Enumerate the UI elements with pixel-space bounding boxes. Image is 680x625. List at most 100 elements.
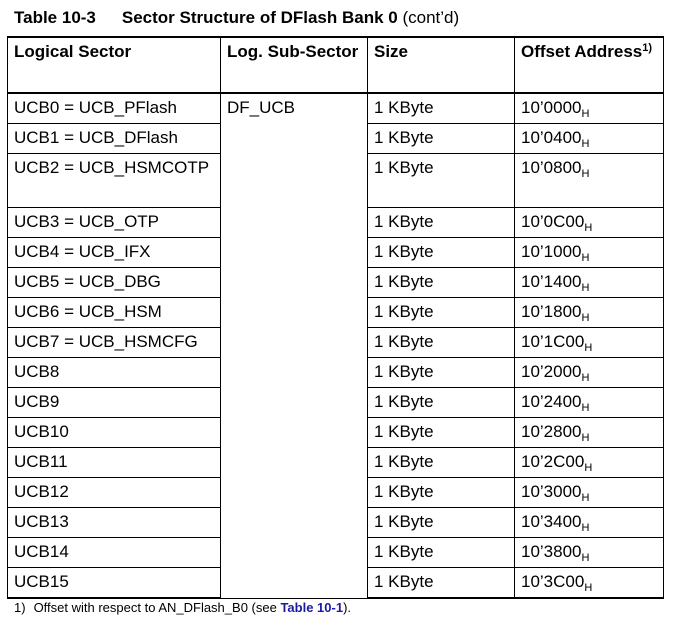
table-row: UCB7 = UCB_HSMCFG 1 KByte 10’1C00H: [7, 327, 664, 358]
offset-value: 10’0800: [521, 158, 582, 177]
offset-value: 10’1400: [521, 272, 582, 291]
cell-size: 1 KByte: [367, 507, 515, 538]
cell-offset-address: 10’0000H: [514, 92, 664, 124]
cell-size: 1 KByte: [367, 297, 515, 328]
footnote: 1) Offset with respect to AN_DFlash_B0 (s…: [14, 600, 351, 615]
cell-offset-address: 10’1800H: [514, 297, 664, 328]
cell-offset-address: 10’0400H: [514, 123, 664, 154]
table-row: UCB14 1 KByte 10’3800H: [7, 537, 664, 568]
cell-logical-sector: UCB11: [7, 447, 221, 478]
table-row: UCB3 = UCB_OTP 1 KByte 10’0C00H: [7, 207, 664, 238]
offset-value: 10’3000: [521, 482, 582, 501]
cell-size: 1 KByte: [367, 267, 515, 298]
hex-suffix: H: [581, 282, 590, 294]
table-body: UCB0 = UCB_PFlash DF_UCB 1 KByte 10’0000H UC…: [7, 92, 664, 599]
header-logical-sector: Logical Sector: [7, 36, 221, 94]
cell-offset-address: 10’2400H: [514, 387, 664, 418]
cell-offset-address: 10’2C00H: [514, 447, 664, 478]
cell-offset-address: 10’1C00H: [514, 327, 664, 358]
table-row: UCB4 = UCB_IFX 1 KByte 10’1000H: [7, 237, 664, 268]
cell-offset-address: 10’0C00H: [514, 207, 664, 238]
table-row: UCB9 1 KByte 10’2400H: [7, 387, 664, 418]
cell-sub-sector: DF_UCB: [220, 92, 368, 599]
cell-offset-address: 10’3400H: [514, 507, 664, 538]
cell-offset-address: 10’3000H: [514, 477, 664, 508]
header-footnote-ref: 1): [642, 42, 653, 54]
hex-suffix: H: [584, 582, 593, 594]
cell-size: 1 KByte: [367, 387, 515, 418]
table-header-row: Logical Sector Log. Sub-Sector Size Offs…: [7, 36, 664, 94]
cell-size: 1 KByte: [367, 153, 515, 208]
cell-offset-address: 10’3C00H: [514, 567, 664, 599]
offset-value: 10’1800: [521, 302, 582, 321]
table-row: UCB6 = UCB_HSM 1 KByte 10’1800H: [7, 297, 664, 328]
offset-value: 10’0000: [521, 98, 582, 117]
table-caption: Table 10-3 Sector Structure of DFlash Ban…: [14, 8, 459, 28]
cell-size: 1 KByte: [367, 447, 515, 478]
hex-suffix: H: [581, 372, 590, 384]
footnote-table-link[interactable]: Table 10-1: [280, 600, 344, 615]
table-row: UCB0 = UCB_PFlash DF_UCB 1 KByte 10’0000H: [7, 92, 664, 599]
cell-size: 1 KByte: [367, 417, 515, 448]
footnote-marker: 1): [14, 600, 26, 615]
cell-logical-sector: UCB15: [7, 567, 221, 599]
cell-size: 1 KByte: [367, 537, 515, 568]
offset-value: 10’0400: [521, 128, 582, 147]
hex-suffix: H: [581, 552, 590, 564]
table-row: UCB2 = UCB_HSMCOTP 1 KByte 10’0800H: [7, 153, 664, 208]
offset-value: 10’3400: [521, 512, 582, 531]
cell-size: 1 KByte: [367, 327, 515, 358]
table-row: UCB1 = UCB_DFlash 1 KByte 10’0400H: [7, 123, 664, 154]
cell-offset-address: 10’1400H: [514, 267, 664, 298]
cell-offset-address: 10’0800H: [514, 153, 664, 208]
offset-value: 10’3800: [521, 542, 582, 561]
table-row: UCB5 = UCB_DBG 1 KByte 10’1400H: [7, 267, 664, 298]
offset-value: 10’2800: [521, 422, 582, 441]
cell-offset-address: 10’2800H: [514, 417, 664, 448]
offset-value: 10’2400: [521, 392, 582, 411]
footnote-text: Offset with respect to AN_DFlash_B0 (see: [33, 600, 281, 615]
header-offset-address: Offset Address1): [514, 36, 664, 94]
offset-value: 10’3C00: [521, 572, 585, 591]
hex-suffix: H: [581, 312, 590, 324]
cell-logical-sector: UCB4 = UCB_IFX: [7, 237, 221, 268]
cell-logical-sector: UCB9: [7, 387, 221, 418]
sector-structure-table: Logical Sector Log. Sub-Sector Size Offs…: [7, 36, 664, 599]
cell-logical-sector: UCB10: [7, 417, 221, 448]
table-continued-note: (cont’d): [402, 8, 460, 27]
hex-suffix: H: [581, 522, 590, 534]
hex-suffix: H: [584, 222, 593, 234]
cell-size: 1 KByte: [367, 567, 515, 599]
cell-logical-sector: UCB12: [7, 477, 221, 508]
hex-suffix: H: [581, 252, 590, 264]
cell-size: 1 KByte: [367, 207, 515, 238]
cell-size: 1 KByte: [367, 477, 515, 508]
table-row: UCB12 1 KByte 10’3000H: [7, 477, 664, 508]
hex-suffix: H: [581, 168, 590, 180]
offset-value: 10’2000: [521, 362, 582, 381]
hex-suffix: H: [581, 402, 590, 414]
offset-value: 10’1C00: [521, 332, 585, 351]
offset-value: 10’2C00: [521, 452, 585, 471]
cell-logical-sector: UCB6 = UCB_HSM: [7, 297, 221, 328]
hex-suffix: H: [581, 108, 590, 120]
offset-value: 10’0C00: [521, 212, 585, 231]
cell-offset-address: 10’2000H: [514, 357, 664, 388]
cell-size: 1 KByte: [367, 92, 515, 124]
cell-logical-sector: UCB8: [7, 357, 221, 388]
hex-suffix: H: [581, 492, 590, 504]
cell-offset-address: 10’3800H: [514, 537, 664, 568]
cell-logical-sector: UCB2 = UCB_HSMCOTP: [7, 153, 221, 208]
cell-logical-sector: UCB5 = UCB_DBG: [7, 267, 221, 298]
header-offset-label: Offset Address: [521, 42, 643, 61]
table-title: Sector Structure of DFlash Bank 0: [121, 8, 398, 27]
cell-size: 1 KByte: [367, 123, 515, 154]
table-row: UCB11 1 KByte 10’2C00H: [7, 447, 664, 478]
table-number: Table 10-3: [14, 8, 96, 27]
footnote-text-end: ).: [343, 600, 352, 615]
header-size: Size: [367, 36, 515, 94]
hex-suffix: H: [581, 432, 590, 444]
cell-size: 1 KByte: [367, 357, 515, 388]
header-sub-sector: Log. Sub-Sector: [220, 36, 368, 94]
cell-logical-sector: UCB7 = UCB_HSMCFG: [7, 327, 221, 358]
